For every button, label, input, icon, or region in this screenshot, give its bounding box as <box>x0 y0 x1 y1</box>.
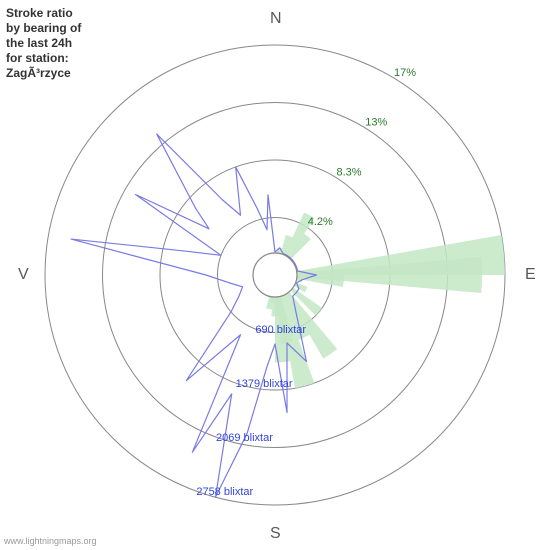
polar-chart: 4.2% 8.3% 13% 17% 690 blixtar 1379 blixtar 20… <box>0 0 550 550</box>
stroke-count-label: 1379 blixtar <box>236 378 293 390</box>
ring-label: 13% <box>365 117 387 129</box>
stroke-count-label: 2758 blixtar <box>196 486 253 498</box>
ring-labels: 4.2% 8.3% 13% 17% <box>308 67 416 228</box>
ring-label: 8.3% <box>337 166 362 178</box>
ring-label: 4.2% <box>308 216 333 228</box>
stroke-count-label: 690 blixtar <box>255 324 306 336</box>
stroke-count-label: 2069 blixtar <box>216 432 273 444</box>
center-hole <box>253 253 297 297</box>
ring-label: 17% <box>394 67 416 79</box>
ratio-wedges <box>261 212 505 388</box>
